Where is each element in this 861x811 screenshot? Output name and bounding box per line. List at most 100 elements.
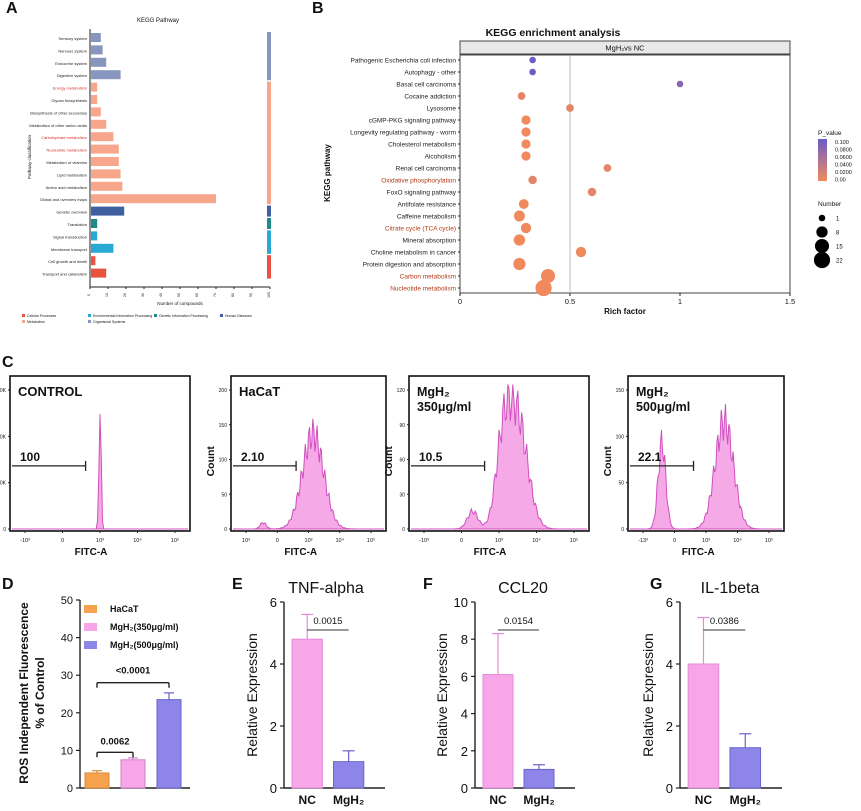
chart-b-colorbar — [818, 139, 827, 181]
chart-b-pathway-label: Lysosome — [427, 106, 457, 113]
chart-a-category-label: Cell growth and death — [48, 259, 87, 264]
chart-a-bar — [91, 132, 114, 142]
chart-b-colorbar-tick: 0.0600 — [835, 155, 852, 161]
chart-a-bar — [91, 144, 119, 154]
chart-a-category-label: Carbohydrate metabolism — [41, 135, 87, 140]
chart-c-x-tick-label: 10⁵ — [570, 537, 578, 544]
chart-a-bar — [91, 206, 125, 216]
chart-c-gate-value: 2.10 — [241, 450, 265, 464]
chart-b-point — [566, 104, 574, 112]
chart-f-category-label: NC — [489, 793, 507, 807]
chart-g-title: IL-1beta — [701, 580, 760, 597]
chart-g-bar — [729, 747, 762, 789]
chart-a-legend-swatch — [88, 314, 91, 317]
chart-c-y-tick-label: 200 — [219, 388, 228, 394]
chart-c-plot-title: MgH₂ — [417, 385, 450, 399]
chart-b-size-legend-label: 1 — [836, 217, 840, 223]
chart-e-bar — [332, 761, 365, 789]
chart-g-pvalue: 0.0386 — [710, 616, 739, 627]
chart-c-plot-subtitle: 500μg/ml — [636, 400, 690, 414]
chart-c-y-tick-label: 60 — [399, 458, 405, 464]
chart-c-x-tick-label: 10⁴ — [133, 537, 142, 544]
chart-a-legend-swatch — [220, 314, 223, 317]
chart-b-colorbar-tick: 0.0800 — [835, 148, 852, 154]
chart-c-x-tick-label: 10³ — [495, 538, 503, 544]
chart-e-y-tick-label: 6 — [270, 595, 277, 610]
chart-a-x-tick-label: 60 — [195, 293, 199, 297]
chart-b-colorbar-tick: 0.0200 — [835, 170, 852, 176]
chart-a-bar — [91, 243, 114, 253]
chart-a-x-tick-label: 20 — [123, 293, 127, 297]
chart-d-legend-swatch — [84, 623, 97, 631]
chart-a-x-tick-label: 100 — [267, 292, 271, 298]
panel-letter-b: B — [312, 0, 324, 17]
chart-g-category-label: MgH₂ — [730, 793, 761, 807]
chart-a-bar — [91, 33, 101, 42]
chart-b-pathway-label: Citrate cycle (TCA cycle) — [385, 226, 456, 233]
chart-c-y-tick-label: 90 — [399, 423, 405, 429]
chart-c-y-tick-label: 0 — [224, 527, 227, 533]
chart-c-x-tick-label: 10³ — [96, 538, 104, 544]
chart-b-size-legend-circle — [813, 251, 831, 269]
chart-a-x-tick-label: 30 — [141, 293, 145, 297]
chart-c-plot-title: CONTROL — [18, 384, 82, 399]
chart-f-y-tick-label: 4 — [461, 707, 468, 722]
panel-letter-a: A — [6, 0, 18, 17]
chart-e-y-tick-label: 0 — [270, 781, 277, 796]
chart-a-legend-label: Environmental Information Processing — [93, 314, 152, 318]
chart-g-y-label: Relative Expression — [640, 633, 656, 757]
chart-c-x-tick-label: 10³ — [305, 538, 313, 544]
chart-a-group-strip — [267, 255, 271, 279]
chart-a-category-label: Glycan biosynthesis — [51, 98, 87, 103]
chart-g-bar — [687, 663, 720, 789]
chart-a-bar — [91, 219, 98, 228]
panel-letter-d: D — [2, 576, 14, 593]
chart-a-bar — [91, 157, 119, 166]
chart-g-y-tick-label: 4 — [666, 657, 673, 672]
chart-d-y-label-2: % of Control — [33, 657, 47, 728]
chart-b-pathway-label: Autophagy - other — [404, 70, 457, 77]
chart-f-y-label: Relative Expression — [434, 633, 450, 757]
chart-a-bar — [91, 119, 107, 129]
chart-e-y-tick-label: 2 — [270, 719, 277, 734]
chart-a-category-label: Sensory system — [59, 36, 88, 41]
chart-c-plot-title: MgH₂ — [636, 385, 669, 399]
chart-c-y-label: Count — [602, 446, 614, 477]
chart-c-histogram — [12, 414, 188, 530]
chart-f-pvalue: 0.0154 — [504, 616, 533, 627]
chart-b-point — [520, 222, 532, 234]
chart-c-x-tick-label: 10⁴ — [532, 537, 541, 544]
chart-a-legend-swatch — [22, 314, 25, 317]
chart-c-x-label: FITC-A — [682, 547, 715, 558]
chart-d-y-tick-label: 10 — [61, 745, 73, 757]
chart-a-category-label: Membrane transport — [51, 247, 88, 252]
chart-f-y-tick-label: 2 — [461, 744, 468, 759]
chart-b-point — [521, 151, 531, 161]
chart-c-gate-value: 22.1 — [638, 450, 662, 464]
chart-d-y-label: ROS Independent Fluorescence — [17, 602, 31, 784]
chart-c-y-tick-label: 120 — [397, 388, 406, 394]
panel-letter-f: F — [423, 576, 433, 593]
chart-a-bar — [91, 107, 101, 117]
chart-b-pathway-label: Protein digestion and absorption — [363, 262, 457, 269]
chart-c-x-label: FITC-A — [75, 547, 108, 558]
chart-b-point — [518, 199, 529, 209]
chart-a-bar — [91, 169, 121, 179]
chart-g-category-label: NC — [695, 793, 713, 807]
chart-c-y-tick-label: 3.0K — [0, 388, 7, 394]
chart-a-group-strip — [267, 81, 271, 205]
panel-letter-c: C — [2, 354, 14, 371]
chart-a-group-strip — [267, 230, 271, 254]
chart-a-legend-swatch — [154, 314, 157, 317]
chart-b-pathway-label: Cocaine addiction — [404, 94, 456, 101]
chart-c-y-label: Count — [383, 446, 395, 477]
chart-b-pathway-label: FoxO signaling pathway — [387, 190, 457, 197]
chart-f-bar — [482, 674, 514, 789]
chart-a-category-label: Biosynthesis of other secondary — [30, 110, 87, 115]
chart-b-point — [535, 279, 552, 297]
chart-c-histogram — [411, 384, 587, 530]
chart-c-plot-subtitle: 350μg/ml — [417, 400, 471, 414]
chart-b-pathway-label: Nucleotide metabolism — [390, 286, 456, 293]
chart-a-legend-label: Cellular Processes — [27, 314, 56, 318]
chart-c-x-tick-label: 10³ — [242, 538, 250, 544]
